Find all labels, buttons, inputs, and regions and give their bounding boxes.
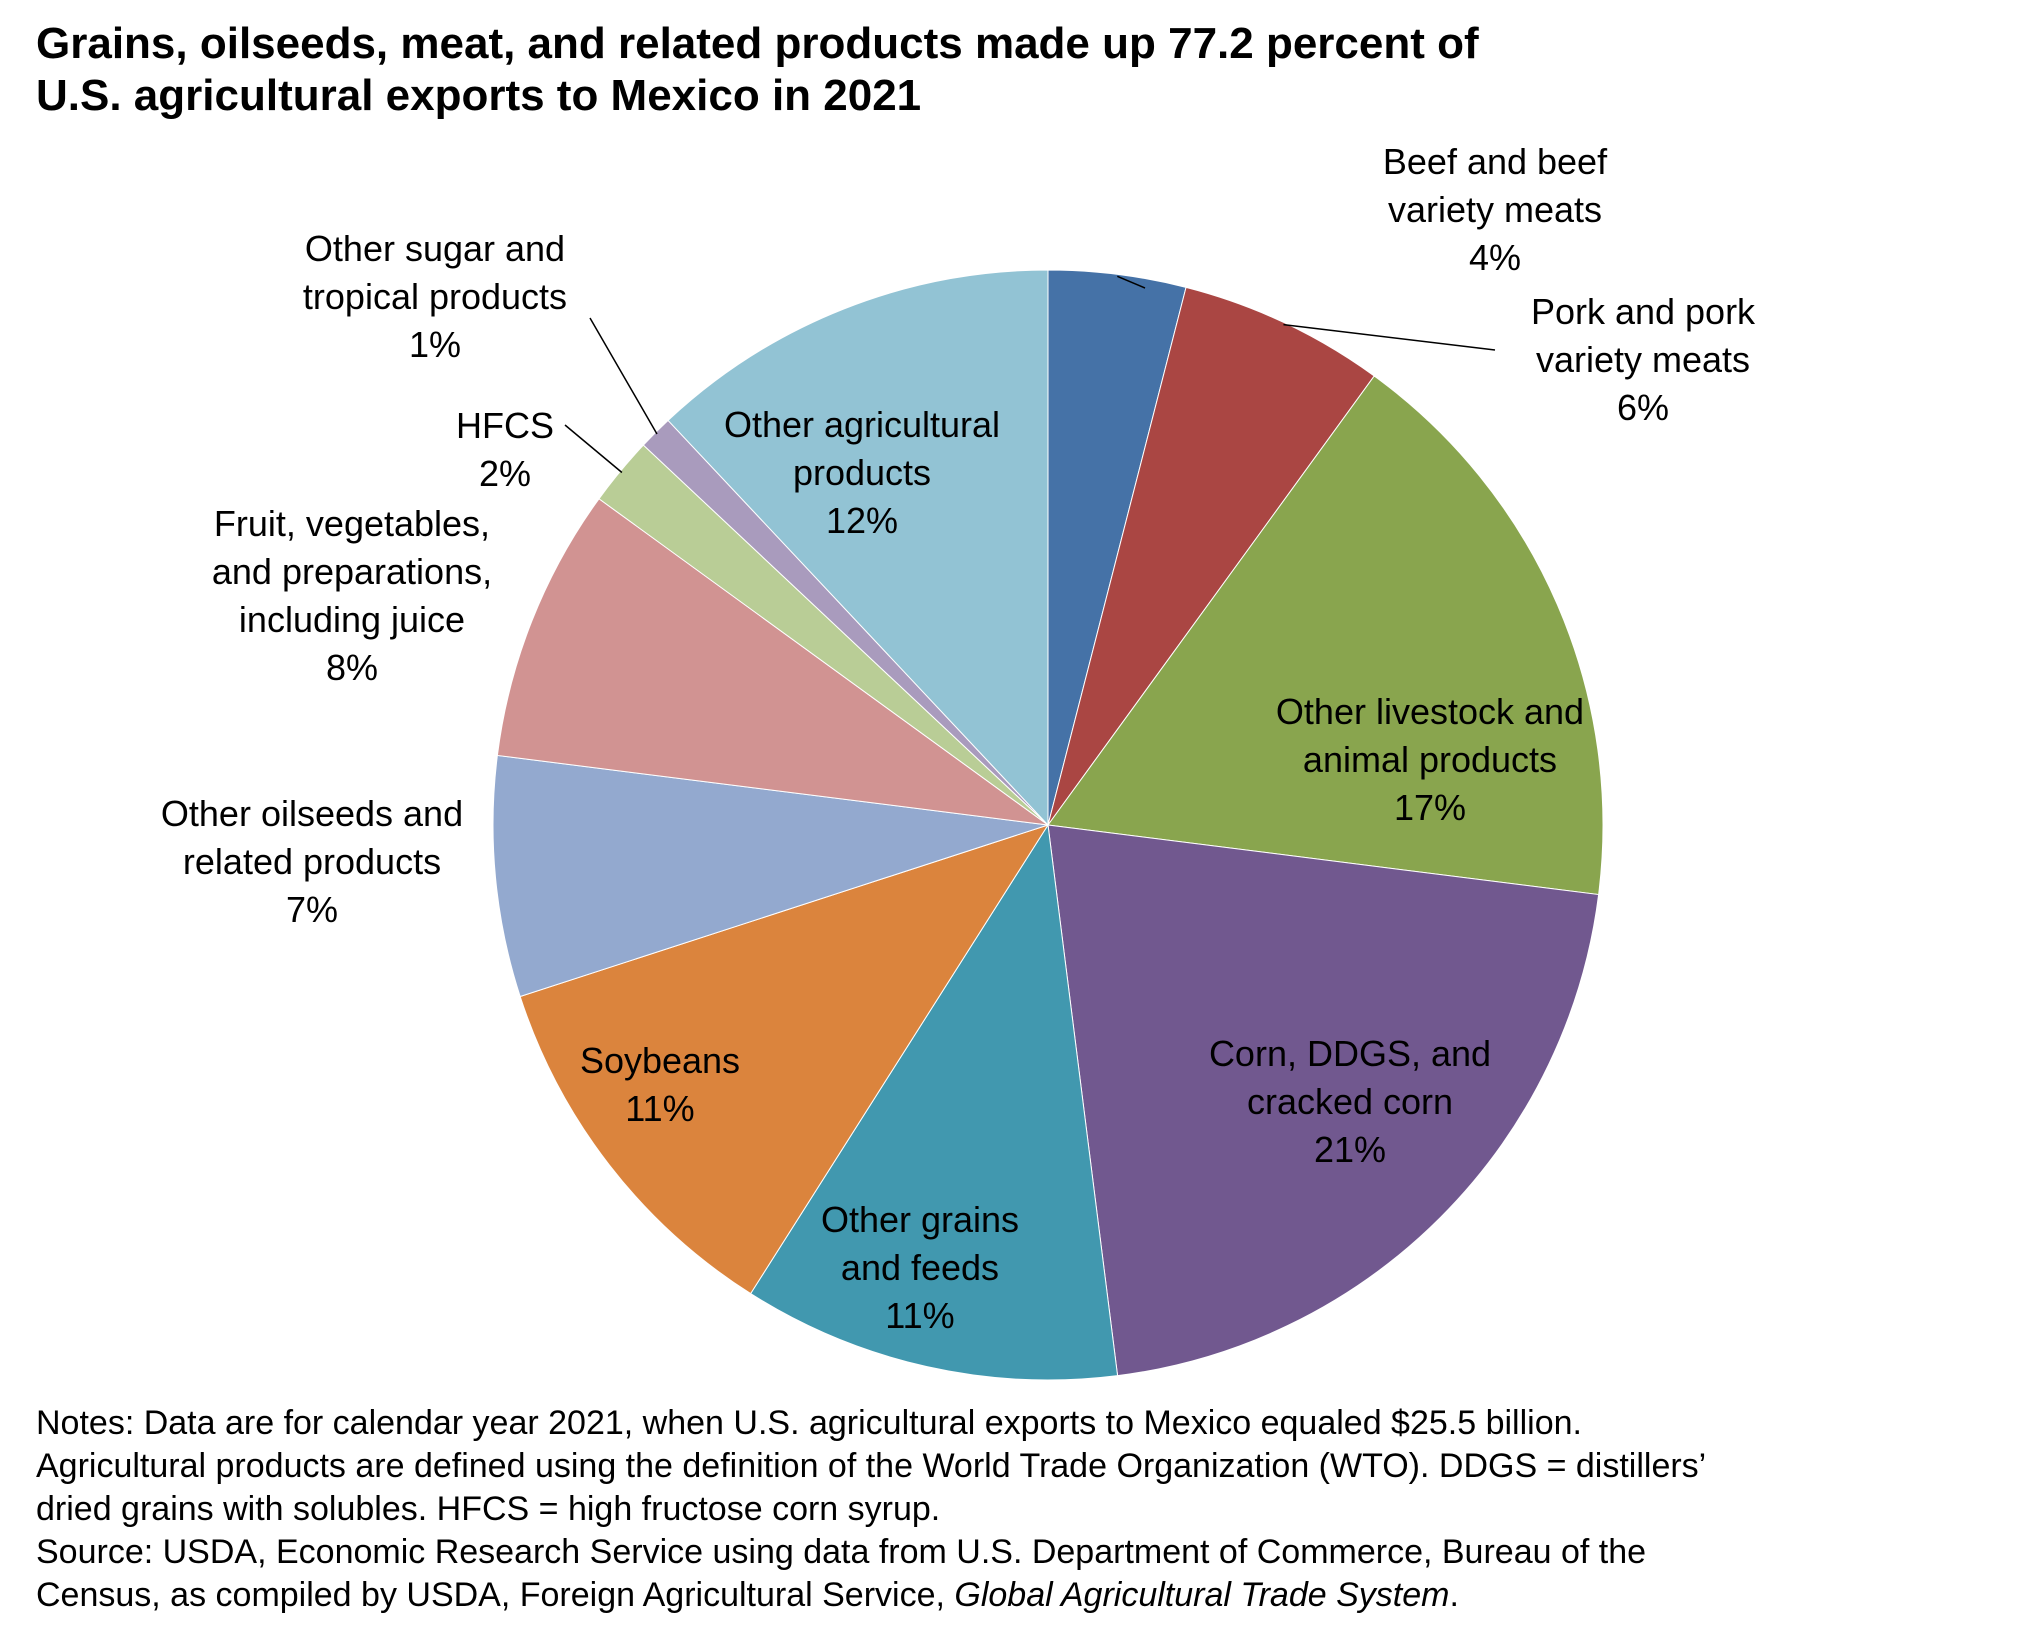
slice-labels: Beef and beef variety meats 4%Pork and por… [161, 141, 1756, 1336]
notes-line-1: Notes: Data are for calendar year 2021, … [36, 1404, 1582, 1442]
slice-label-line: related products [183, 841, 441, 882]
slice-label-pork-and-pork-variety-meats: Pork and pork variety meats 6% [1531, 291, 1756, 428]
slice-label-line: variety meats [1388, 189, 1602, 230]
slice-label-line: Fruit, vegetables, [214, 503, 490, 544]
slice-percent: 12% [826, 500, 898, 541]
slice-percent: 1% [409, 324, 461, 365]
slice-label-line: cracked corn [1247, 1081, 1453, 1122]
slice-label-fruit-vegetables-and-preparations-including-juice: Fruit, vegetables, and preparations, inclu… [212, 503, 492, 688]
slice-label-line: Corn, DDGS, and [1209, 1033, 1491, 1074]
leader-lines [564, 275, 1496, 474]
slice-label-other-oilseeds-and-related-products: Other oilseeds and related products 7% [161, 793, 463, 930]
pie-slice-other-oilseeds-and-related-products [492, 754, 1049, 998]
slice-label-line: Beef and beef [1383, 141, 1608, 182]
chart-title: Grains, oilseeds, meat, and related prod… [36, 18, 1996, 122]
slice-percent: 2% [479, 453, 531, 494]
chart-notes: Notes: Data are for calendar year 2021, … [36, 1402, 2016, 1617]
slice-percent: 11% [625, 1088, 694, 1129]
leader-line-other-sugar-and-tropical-products [589, 317, 658, 435]
pie-slice-other-livestock-and-animal-products [1047, 375, 1604, 896]
slice-label-other-livestock-and-animal-products: Other livestock and animal products 17% [1276, 691, 1584, 828]
leader-line-hfcs [564, 424, 623, 474]
source-line-1: Source: USDA, Economic Research Service … [36, 1533, 1647, 1571]
slice-percent: 4% [1469, 237, 1521, 278]
slice-label-line: including juice [239, 599, 465, 640]
slice-label-line: and feeds [841, 1247, 999, 1288]
slice-label-soybeans: Soybeans 11% [580, 1040, 740, 1129]
slice-label-other-grains-and-feeds: Other grains and feeds 11% [821, 1199, 1019, 1336]
pie-slice-pork-and-pork-variety-meats [1047, 286, 1375, 826]
slice-percent: 7% [286, 889, 338, 930]
slice-label-other-sugar-and-tropical-products: Other sugar and tropical products 1% [303, 228, 567, 365]
slice-label-line: animal products [1303, 739, 1557, 780]
source-italic: Global Agricultural Trade System [954, 1576, 1450, 1614]
slice-label-line: products [793, 452, 931, 493]
slice-label-line: variety meats [1536, 339, 1750, 380]
slice-percent: 21% [1314, 1129, 1386, 1170]
leader-line-pork-and-pork-variety-meats [1283, 323, 1496, 351]
slice-label-beef-and-beef-variety-meats: Beef and beef variety meats 4% [1383, 141, 1608, 278]
slice-label-line: tropical products [303, 276, 567, 317]
slice-percent: 11% [885, 1295, 954, 1336]
source-end: . [1449, 1576, 1459, 1614]
slice-label-line: Other oilseeds and [161, 793, 463, 834]
pie-slices [492, 269, 1604, 1381]
source-text: Census, as compiled by USDA, Foreign Agr… [36, 1576, 955, 1614]
slice-label-line: and preparations, [212, 551, 492, 592]
slice-label-line: Other grains [821, 1199, 1019, 1240]
slice-label-line: Other sugar and [305, 228, 565, 269]
source-line-2: Census, as compiled by USDA, Foreign Agr… [36, 1574, 2016, 1617]
pie-slice-fruit-vegetables-and-preparations-including-juice [496, 498, 1049, 826]
slice-label-other-agricultural-products: Other agricultural products 12% [724, 404, 1000, 541]
pie-slice-soybeans [519, 824, 1050, 1295]
slice-label-line: Other agricultural [724, 404, 1000, 445]
slice-label-hfcs: HFCS 2% [456, 405, 554, 494]
chart-title-line-1: Grains, oilseeds, meat, and related prod… [36, 19, 1479, 68]
slice-label-line: HFCS [456, 405, 554, 446]
slice-label-line: Pork and pork [1531, 291, 1756, 332]
slice-percent: 6% [1617, 387, 1669, 428]
slice-label-line: Soybeans [580, 1040, 740, 1081]
pie-slice-other-agricultural-products [667, 269, 1049, 827]
notes-line-2: Agricultural products are defined using … [36, 1447, 1707, 1485]
slice-label-corn-ddgs-and-cracked-corn: Corn, DDGS, and cracked corn 21% [1209, 1033, 1491, 1170]
pie-slice-corn-ddgs-and-cracked-corn [1047, 824, 1600, 1377]
slice-percent: 17% [1394, 787, 1466, 828]
leader-line-beef-and-beef-variety-meats [1117, 275, 1146, 289]
slice-label-line: Other livestock and [1276, 691, 1584, 732]
chart-title-line-2: U.S. agricultural exports to Mexico in 2… [36, 71, 922, 120]
notes-line-3: dried grains with solubles. HFCS = high … [36, 1490, 941, 1528]
pie-slice-other-grains-and-feeds [749, 823, 1119, 1381]
slice-percent: 8% [326, 647, 378, 688]
